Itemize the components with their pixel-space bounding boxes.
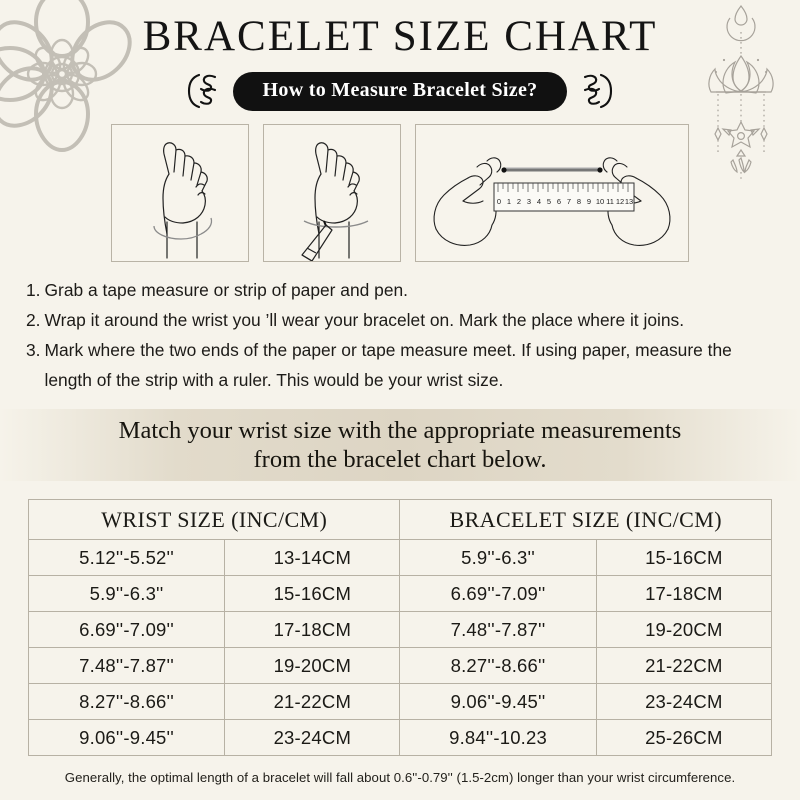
svg-text:11: 11: [606, 197, 614, 206]
list-item: 3. Mark where the two ends of the paper …: [26, 336, 774, 396]
step-number: 3.: [26, 340, 41, 361]
cell-wrist-cm: 23-24CM: [224, 719, 401, 757]
header-bracelet-size: BRACELET SIZE (INC/CM): [399, 499, 772, 541]
header-wrist-size: WRIST SIZE (INC/CM): [27, 499, 401, 541]
step-text: Mark where the two ends of the paper or …: [44, 340, 732, 391]
table-row: 6.69''-7.09'' 17-18CM 7.48''-7.87'' 19-2…: [27, 611, 773, 649]
bracelet-size-table: WRIST SIZE (INC/CM) BRACELET SIZE (INC/C…: [27, 499, 773, 757]
table-row: 9.06''-9.45'' 23-24CM 9.84''-10.23 25-26…: [27, 719, 773, 757]
cell-wrist-cm: 15-16CM: [224, 575, 401, 613]
cell-bracelet-cm: 25-26CM: [595, 719, 773, 757]
svg-text:9: 9: [587, 197, 591, 206]
cell-bracelet-inch: 9.06''-9.45'': [399, 683, 597, 721]
table-row: 8.27''-8.66'' 21-22CM 9.06''-9.45'' 23-2…: [27, 683, 773, 721]
svg-text:13: 13: [625, 197, 633, 206]
step-text: Wrap it around the wrist you ’ll wear yo…: [44, 310, 685, 331]
banner-line-2: from the bracelet chart below.: [253, 446, 547, 474]
cell-wrist-inch: 8.27''-8.66'': [27, 683, 226, 721]
cell-bracelet-inch: 8.27''-8.66'': [399, 647, 597, 685]
cell-bracelet-inch: 6.69''-7.09'': [399, 575, 597, 613]
svg-text:0: 0: [497, 197, 501, 206]
size-table-wrapper: WRIST SIZE (INC/CM) BRACELET SIZE (INC/C…: [0, 481, 800, 757]
table-body: 5.12''-5.52'' 13-14CM 5.9''-6.3'' 15-16C…: [27, 539, 773, 757]
banner-line-1: Match your wrist size with the appropria…: [118, 416, 682, 444]
cell-bracelet-inch: 5.9''-6.3'': [399, 539, 597, 577]
match-size-banner: Match your wrist size with the appropria…: [0, 409, 800, 482]
svg-text:6: 6: [557, 197, 561, 206]
scroll-flourish-icon: [187, 74, 216, 109]
cell-bracelet-cm: 23-24CM: [595, 683, 773, 721]
step-text: Grab a tape measure or strip of paper an…: [44, 280, 409, 301]
hand-with-tape-illustration: [111, 124, 249, 263]
cell-bracelet-inch: 7.48''-7.87'': [399, 611, 597, 649]
cell-wrist-inch: 7.48''-7.87'': [27, 647, 226, 685]
cell-bracelet-cm: 21-22CM: [595, 647, 773, 685]
list-item: 2. Wrap it around the wrist you ’ll wear…: [26, 306, 774, 336]
cell-wrist-cm: 21-22CM: [224, 683, 401, 721]
step-number: 2.: [26, 310, 41, 331]
table-row: 5.12''-5.52'' 13-14CM 5.9''-6.3'' 15-16C…: [27, 539, 773, 577]
svg-text:7: 7: [567, 197, 571, 206]
svg-text:10: 10: [596, 197, 604, 206]
cell-bracelet-cm: 17-18CM: [595, 575, 773, 613]
scroll-flourish-icon: [584, 74, 613, 109]
badge-row: How to Measure Bracelet Size?: [0, 71, 800, 111]
page-title: BRACELET SIZE CHART: [142, 13, 658, 60]
how-to-measure-badge[interactable]: How to Measure Bracelet Size?: [232, 71, 568, 111]
list-item: 1. Grab a tape measure or strip of paper…: [26, 276, 774, 306]
svg-text:3: 3: [527, 197, 531, 206]
cell-wrist-inch: 5.9''-6.3'': [27, 575, 226, 613]
svg-text:8: 8: [577, 197, 581, 206]
cell-wrist-inch: 9.06''-9.45'': [27, 719, 226, 757]
hand-marking-with-pen-illustration: [263, 124, 401, 263]
cell-bracelet-inch: 9.84''-10.23: [399, 719, 597, 757]
cell-bracelet-cm: 19-20CM: [595, 611, 773, 649]
cell-wrist-inch: 5.12''-5.52'': [27, 539, 226, 577]
svg-text:4: 4: [537, 197, 541, 206]
svg-text:5: 5: [547, 197, 551, 206]
footer-note: Generally, the optimal length of a brace…: [64, 770, 736, 786]
table-header-row: WRIST SIZE (INC/CM) BRACELET SIZE (INC/C…: [27, 499, 772, 541]
svg-text:12: 12: [616, 197, 624, 206]
svg-text:2: 2: [517, 197, 521, 206]
cell-wrist-inch: 6.69''-7.09'': [27, 611, 226, 649]
cell-bracelet-cm: 15-16CM: [595, 539, 773, 577]
svg-text:1: 1: [507, 197, 511, 206]
cell-wrist-cm: 13-14CM: [224, 539, 401, 577]
table-row: 5.9''-6.3'' 15-16CM 6.69''-7.09'' 17-18C…: [27, 575, 773, 613]
cell-wrist-cm: 17-18CM: [224, 611, 401, 649]
measure-steps: 1. Grab a tape measure or strip of paper…: [26, 276, 774, 396]
table-row: 7.48''-7.87'' 19-20CM 8.27''-8.66'' 21-2…: [27, 647, 773, 685]
cell-wrist-cm: 19-20CM: [224, 647, 401, 685]
step-number: 1.: [26, 280, 41, 301]
